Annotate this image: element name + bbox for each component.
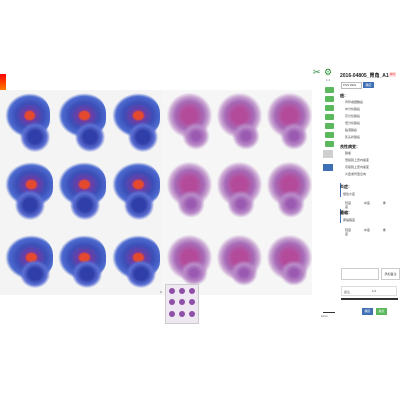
note-input[interactable] [341, 268, 379, 280]
status-badge: MIN [389, 72, 396, 77]
inflammation-option[interactable]: 重度 [345, 201, 386, 209]
inflammation-option[interactable]: 轻度 [345, 201, 352, 205]
cancer-option[interactable]: 低分化腺癌 [345, 121, 361, 125]
section-accent-bar [340, 209, 341, 223]
tool-green-button-7[interactable] [325, 141, 334, 147]
gear-icon[interactable]: ⚙ [324, 67, 333, 77]
note-field[interactable]: 备注 [341, 286, 397, 296]
atrophy-option[interactable]: 中度 [363, 228, 370, 232]
tissue-heatmap-tile [124, 190, 154, 220]
tissue-heatmap-tile [75, 122, 105, 152]
cancer-option[interactable]: 乳头状腺癌 [345, 135, 361, 139]
tool-green-button-4[interactable] [325, 114, 334, 120]
tissue-heatmap-tile [20, 122, 50, 152]
slide-overview-thumbnail[interactable] [165, 284, 199, 324]
tissue-he-tile [230, 260, 258, 286]
tool-gray-button[interactable] [323, 150, 333, 158]
scale-bar [323, 312, 335, 313]
benign-option[interactable]: 高级别上皮内瘤变 [345, 165, 370, 169]
benign-option[interactable]: 腺瘤 [345, 151, 352, 155]
annotation-panel [338, 66, 400, 336]
zoom-level: 1:1 [326, 78, 331, 82]
heatmap-viewer[interactable] [0, 90, 162, 295]
tissue-he-tile [232, 122, 260, 150]
tissue-he-tile [177, 190, 205, 218]
submit-button[interactable]: 提交 [376, 308, 387, 315]
inflammation-options[interactable]: 轻度 中度 重度 [345, 201, 400, 209]
cancer-option[interactable]: 粘液腺癌 [345, 128, 358, 132]
scissors-icon[interactable]: ✂ [313, 67, 321, 77]
benign-option[interactable]: 低级别上皮内瘤变 [345, 158, 370, 162]
tool-blue-button[interactable] [323, 164, 333, 171]
page-indicator: 1/1 [372, 289, 377, 293]
add-note-button[interactable]: 添加备注 [381, 268, 400, 280]
tissue-heatmap-tile [70, 190, 100, 220]
tool-green-button-2[interactable] [325, 96, 334, 102]
benign-option[interactable]: 炎症或胃型息肉 [345, 172, 367, 176]
atrophy-option[interactable]: 重度 [345, 228, 386, 236]
section-benign-title: 良性病变： [340, 144, 360, 149]
tool-green-button-3[interactable] [325, 105, 334, 111]
section-accent-bar [340, 183, 341, 197]
divider [341, 298, 398, 300]
atrophy-option[interactable]: 轻度 [345, 228, 352, 232]
tool-green-button-5[interactable] [325, 123, 334, 129]
tissue-he-tile [280, 122, 308, 150]
ruler-mark: 0 [160, 290, 162, 294]
tissue-heatmap-tile [126, 260, 156, 288]
atrophy-options[interactable]: 轻度 中度 重度 [345, 228, 400, 236]
atrophy-subtitle: 萎缩程度 [343, 218, 356, 222]
section-inflammation-title: 炎症： [340, 184, 352, 189]
section-atrophy-title: 萎缩： [340, 210, 352, 215]
confirm-button[interactable]: 确定 [362, 308, 373, 315]
select-confirm-button[interactable]: 确定 [363, 82, 374, 88]
tissue-heatmap-tile [128, 122, 158, 152]
inflammation-option[interactable]: 中度 [363, 201, 370, 205]
tissue-heatmap-tile [15, 190, 45, 220]
he-slide-viewer[interactable] [162, 90, 312, 295]
tissue-he-tile [180, 260, 208, 286]
tissue-he-tile [280, 260, 308, 286]
cancer-option[interactable]: 中分化腺癌 [345, 107, 361, 111]
section-cancer-title: 癌： [340, 93, 348, 98]
cancer-option[interactable]: 胃印戒细胞癌 [345, 100, 364, 104]
tissue-he-tile [277, 190, 305, 218]
tissue-he-tile [227, 190, 255, 218]
tissue-heatmap-tile [20, 260, 50, 288]
cancer-option[interactable]: 高分化腺癌 [345, 114, 361, 118]
inflammation-subtitle: 慢性炎症 [343, 192, 356, 196]
tissue-he-tile [182, 122, 210, 150]
label-select[interactable]: PSS DEN [341, 82, 362, 89]
tool-green-button-6[interactable] [325, 132, 334, 138]
tissue-heatmap-tile [72, 260, 102, 288]
scale-bar-label: 1mm [321, 314, 328, 318]
tool-green-button-1[interactable] [325, 87, 334, 93]
slide-title: 2016-04805_胃角_A1-1 [340, 73, 394, 79]
